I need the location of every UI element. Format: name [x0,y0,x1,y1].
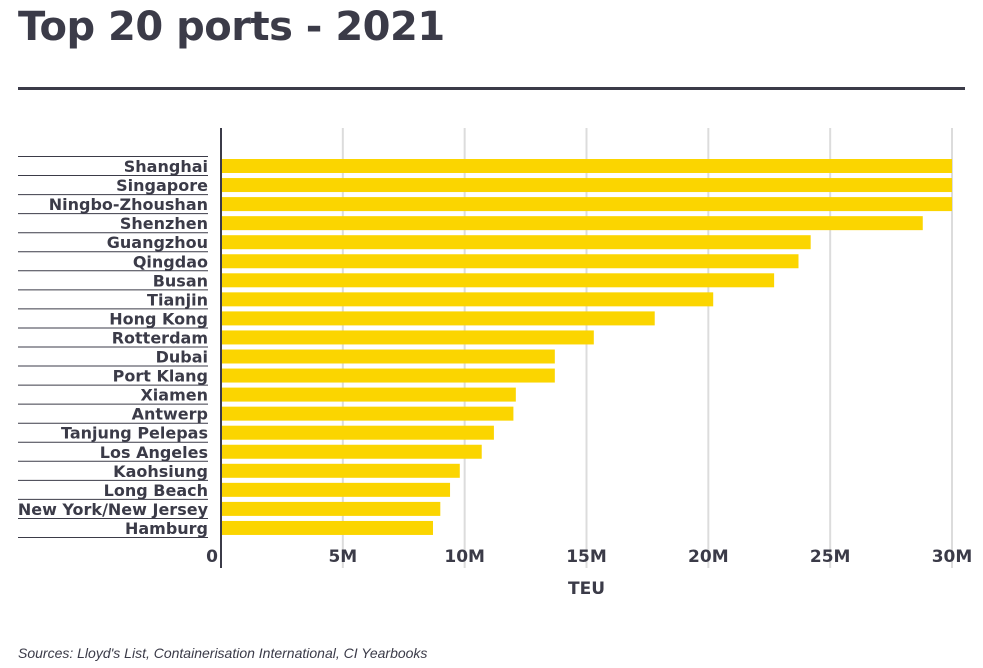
bar [221,501,441,516]
x-tick-label: 25M [810,547,851,567]
category-label: New York/New Jersey [18,500,209,519]
bar [221,349,555,364]
bar [221,273,775,288]
bar [221,368,555,383]
category-label: Singapore [116,176,208,195]
bar [221,311,655,326]
category-label: Rotterdam [112,328,208,347]
bar [221,197,952,212]
category-label: Shanghai [124,157,208,176]
category-label: Antwerp [132,405,208,424]
bar [221,292,714,307]
x-tick-label: 10M [444,547,485,567]
bar [221,444,482,459]
source-note: Sources: Lloyd's List, Containerisation … [18,645,428,661]
bar [221,387,516,402]
title-divider [18,87,965,90]
x-axis-label: TEU [568,579,605,599]
bar [221,330,594,345]
category-label: Kaohsiung [113,462,208,481]
category-label: Tanjung Pelepas [61,424,208,443]
category-label: Dubai [156,348,208,367]
category-label: Guangzhou [107,233,208,252]
bar [221,159,952,173]
bar [221,254,799,269]
bar [221,425,494,440]
bar [221,406,514,421]
bar [221,482,451,497]
category-label: Port Klang [113,367,208,386]
category-label: Qingdao [133,252,208,271]
bar [221,463,460,478]
category-label: Tianjin [147,290,208,309]
x-tick-label: 20M [688,547,729,567]
category-label: Busan [153,271,208,290]
category-label: Hamburg [125,519,208,538]
category-label: Shenzhen [120,214,208,233]
category-label: Long Beach [104,481,208,500]
category-label: Hong Kong [109,309,208,328]
x-tick-label: 15M [566,547,607,567]
x-tick-label: 30M [932,547,973,567]
bar [221,235,811,250]
category-label: Xiamen [140,386,208,405]
category-label: Ningbo-Zhoushan [49,195,208,214]
bar-chart: 0 5M 10M 15M 20M 25M 30M ShanghaiSingaporeNingb… [18,128,973,599]
bar [221,216,923,231]
x-tick-label: 5M [328,547,357,567]
category-label: Los Angeles [100,443,208,462]
x-tick-label: 0 [206,547,218,567]
bar [221,178,952,193]
page-title: Top 20 ports - 2021 [18,4,445,50]
bar [221,520,433,535]
